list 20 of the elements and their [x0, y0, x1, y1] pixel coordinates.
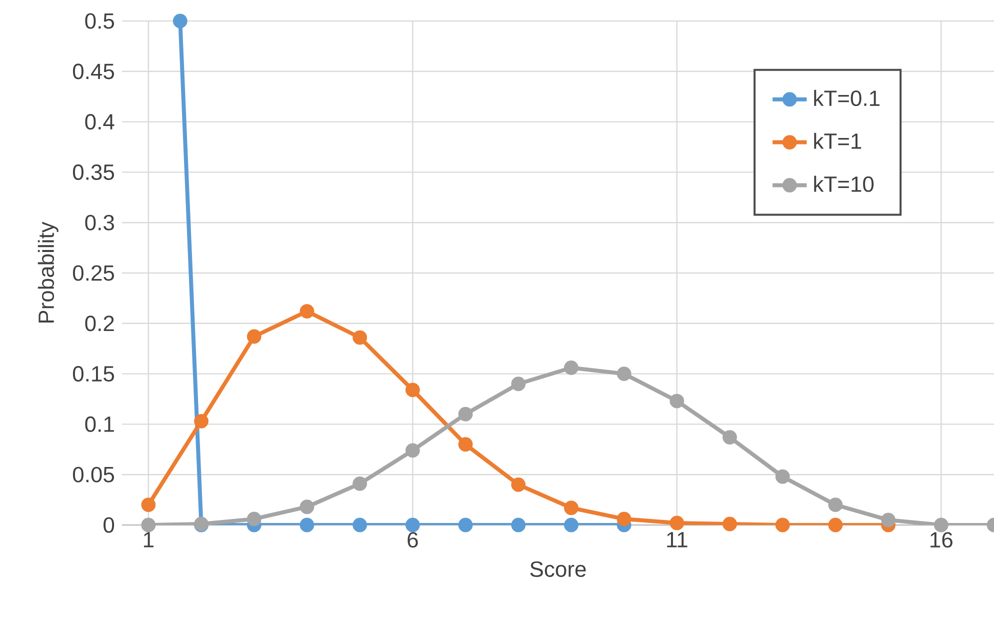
x-axis-title: Score	[530, 561, 586, 577]
y-tick-label: 0.05	[72, 466, 114, 482]
y-tick-label: 0.25	[72, 265, 114, 281]
x-tick-label: 11	[667, 532, 688, 548]
x-tick-label: 1	[144, 532, 154, 548]
legend-label: kT=1	[814, 132, 862, 149]
legend-label: kT=0.1	[814, 90, 880, 106]
y-tick-label: 0.45	[72, 64, 114, 80]
y-tick-label: 0.1	[85, 416, 114, 432]
x-tick-label: 6	[408, 532, 418, 548]
y-axis-title: Probability	[38, 222, 58, 323]
y-tick-label: 0	[104, 517, 114, 533]
y-tick-label: 0.5	[85, 13, 114, 29]
x-tick-label: 16	[930, 532, 952, 548]
y-tick-label: 0.2	[85, 316, 114, 332]
legend-label: kT=10	[814, 176, 874, 192]
y-tick-label: 0.3	[85, 214, 114, 230]
y-tick-label: 0.4	[85, 114, 114, 130]
y-tick-label: 0.35	[72, 164, 114, 180]
y-tick-label: 0.15	[72, 366, 114, 382]
